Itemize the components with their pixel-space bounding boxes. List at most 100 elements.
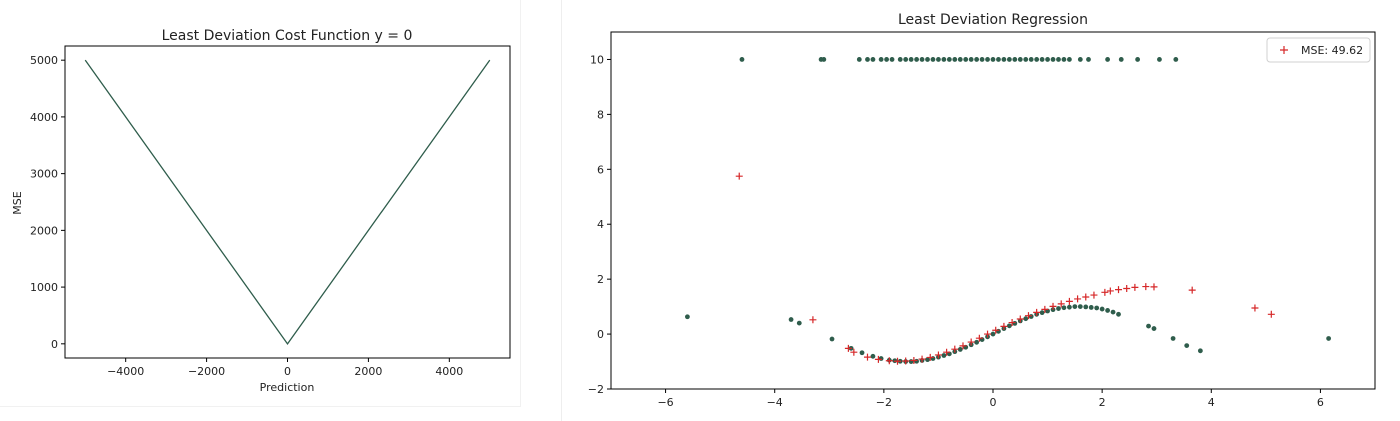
data-point (856, 57, 862, 62)
data-point (996, 57, 1001, 62)
prediction-marker (1150, 283, 1158, 291)
data-point (936, 57, 941, 62)
data-point (990, 57, 996, 62)
data-point (870, 57, 876, 62)
data-point (1067, 57, 1072, 62)
y-tick-label: 2000 (30, 224, 58, 237)
legend-label: MSE: 49.62 (1301, 44, 1363, 57)
x-tick-label: 0 (990, 396, 997, 409)
chart-title: Least Deviation Cost Function y = 0 (162, 28, 413, 44)
data-point (1135, 57, 1141, 62)
data-point (1146, 323, 1151, 329)
data-point (1006, 323, 1012, 329)
data-point (1118, 57, 1124, 62)
prediction-marker (967, 338, 975, 346)
prediction-marker (943, 348, 951, 356)
data-point (908, 57, 914, 62)
data-point (914, 358, 919, 364)
prediction-marker (959, 342, 967, 350)
prediction-marker (1267, 310, 1275, 318)
data-point (919, 57, 925, 62)
data-point (1086, 57, 1091, 62)
prediction-marker (1123, 284, 1131, 292)
prediction-marker (735, 172, 743, 180)
data-point (889, 57, 895, 62)
prediction-marker (1041, 305, 1049, 313)
data-point (1039, 310, 1045, 316)
data-point (865, 57, 870, 62)
prediction-marker (850, 348, 858, 356)
data-point (829, 336, 835, 342)
data-point (878, 356, 884, 361)
data-point (859, 350, 865, 356)
x-tick-label: 2 (1099, 396, 1106, 409)
prediction-marker (926, 353, 934, 361)
legend-marker (1280, 46, 1288, 54)
prediction-marker (1049, 302, 1057, 310)
prediction-marker (1101, 288, 1109, 296)
data-point (1039, 57, 1045, 62)
data-point (1028, 57, 1034, 62)
x-tick-label: 0 (284, 365, 291, 378)
y-tick-label: 8 (597, 108, 604, 121)
data-point (1105, 57, 1110, 62)
data-point (974, 339, 980, 345)
prediction-marker (894, 357, 901, 365)
y-axis-label: MSE (11, 191, 24, 214)
y-tick-label: 3000 (30, 168, 58, 181)
prediction-marker (1008, 319, 1016, 327)
y-tick-label: 10 (590, 53, 604, 66)
data-point (1326, 336, 1332, 341)
data-point (1077, 57, 1083, 62)
x-tick-label: −2000 (188, 365, 225, 378)
x-axis-label: Prediction (260, 381, 315, 394)
data-point (1056, 306, 1061, 311)
prediction-marker (844, 344, 852, 352)
y-tick-label: 0 (51, 338, 58, 351)
data-point (897, 57, 903, 62)
data-point (1028, 314, 1034, 319)
data-point (1023, 316, 1029, 322)
prediction-marker (1131, 283, 1139, 291)
chart-title: Least Deviation Regression (898, 12, 1088, 28)
data-point (1012, 320, 1018, 326)
prediction-marker (1000, 322, 1008, 330)
cost-line (84, 59, 491, 345)
x-tick-label: 6 (1317, 396, 1324, 409)
data-point (884, 57, 889, 62)
prediction-marker (1074, 295, 1082, 303)
data-point (1056, 57, 1061, 62)
data-point (974, 57, 980, 62)
data-point (1088, 305, 1094, 310)
prediction-marker (910, 356, 918, 364)
data-point (990, 331, 996, 337)
x-tick-label: −2 (876, 396, 892, 409)
data-point (1105, 308, 1110, 313)
data-point (946, 57, 952, 62)
data-point (1061, 57, 1067, 62)
y-tick-label: 4000 (30, 111, 58, 124)
data-point (821, 57, 827, 62)
data-point (1110, 309, 1116, 315)
legend-box (1266, 37, 1371, 63)
data-point (1116, 311, 1121, 317)
data-point (1001, 57, 1007, 62)
data-point (914, 57, 919, 62)
data-point (870, 353, 876, 359)
data-point (1157, 57, 1162, 62)
x-tick-label: 4 (1208, 396, 1215, 409)
x-tick-label: −4000 (107, 365, 144, 378)
data-point (739, 57, 745, 62)
prediction-marker (1033, 308, 1041, 316)
data-point (1045, 57, 1050, 62)
y-tick-label: 0 (597, 328, 604, 341)
data-point (903, 57, 909, 62)
data-point (1023, 57, 1029, 62)
prediction-marker (902, 357, 910, 365)
prediction-marker (1016, 315, 1024, 323)
cost-function-chart: Least Deviation Cost Function y = 0 Pred… (11, 28, 511, 394)
data-point (878, 57, 884, 62)
prediction-marker (885, 357, 893, 365)
y-tick-label: 2 (597, 273, 604, 286)
prediction-marker (1090, 291, 1098, 299)
